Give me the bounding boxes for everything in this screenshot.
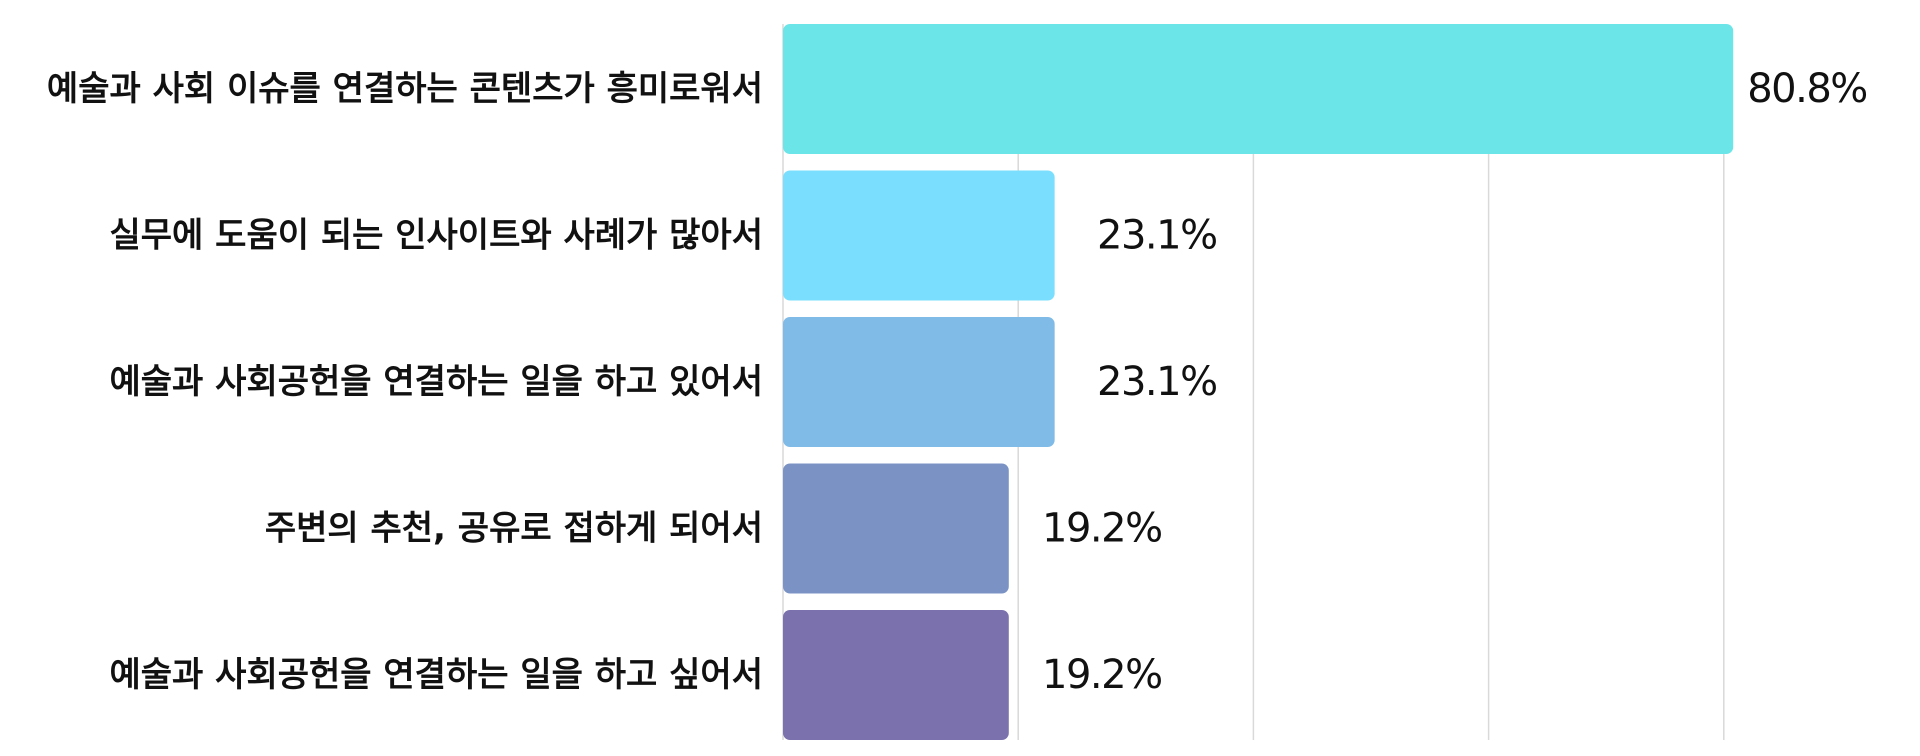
bar-2 xyxy=(783,170,1055,301)
category-label: 실무에 도움이 되는 인사이트와 사례가 많아서 xyxy=(109,216,763,256)
category-label: 예술과 사회공헌을 연결하는 일을 하고 싶어서 xyxy=(109,655,763,695)
bar-1 xyxy=(783,24,1734,154)
category-label: 주변의 추천, 공유로 접하게 되어서 xyxy=(265,509,763,549)
category-label: 예술과 사회 이슈를 연결하는 콘텐츠가 흥미로워서 xyxy=(47,69,763,109)
bar-3 xyxy=(783,317,1055,447)
value-label: 80.8% xyxy=(1747,66,1867,112)
category-label: 예술과 사회공헌을 연결하는 일을 하고 있어서 xyxy=(109,362,763,402)
bar-4 xyxy=(783,463,1009,594)
bar-5 xyxy=(783,610,1009,740)
value-label: 19.2% xyxy=(1042,506,1162,552)
value-labels: 80.8% 23.1% 23.1% 19.2% 19.2% xyxy=(1042,66,1868,698)
bars xyxy=(783,24,1734,740)
value-label: 23.1% xyxy=(1097,213,1217,259)
value-label: 23.1% xyxy=(1097,359,1217,405)
value-label: 19.2% xyxy=(1042,652,1162,698)
